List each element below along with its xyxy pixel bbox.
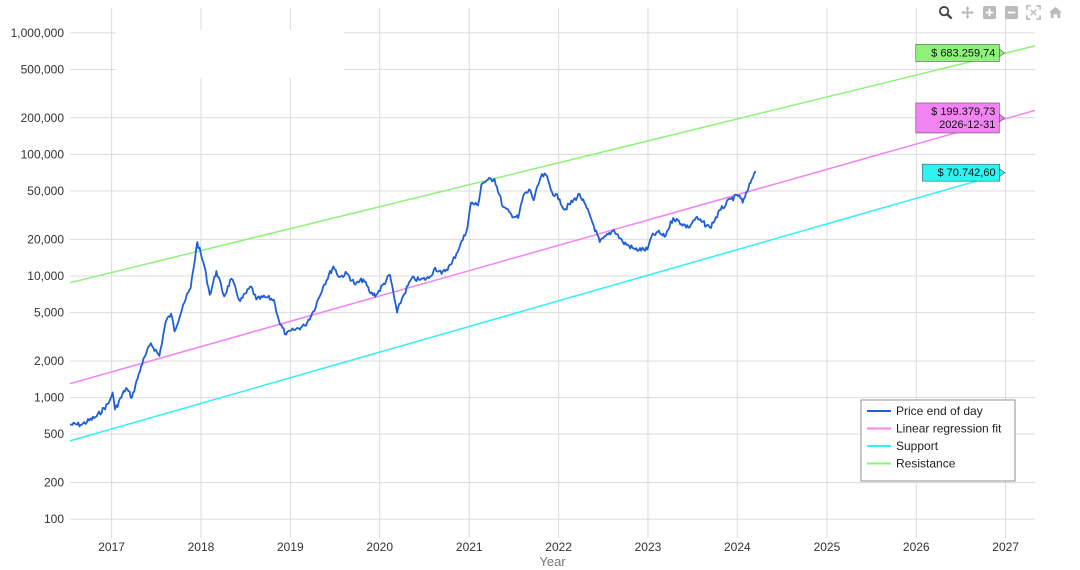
zoom-in-icon[interactable] [980, 3, 998, 21]
y-tick-label: 100,000 [21, 147, 65, 161]
x-tick-label: 2020 [366, 540, 393, 554]
x-tick-label: 2026 [903, 540, 930, 554]
legend-label: Linear regression fit [896, 422, 1002, 436]
legend-label: Support [896, 439, 939, 453]
series-linear-regression-fit [69, 109, 1036, 385]
reset-axes-icon[interactable] [1046, 3, 1064, 21]
support-target-callout: $ 70.742,60 [922, 163, 1006, 182]
axis-ticks: 100 200 500 1,000 2,000 5,000 10,000 20,000 50,0… [11, 26, 1020, 554]
x-tick-label: 2027 [992, 540, 1019, 554]
series-resistance [69, 45, 1036, 284]
x-tick-label: 2019 [277, 540, 304, 554]
callout-text: 2026-12-31 [939, 119, 995, 131]
y-tick-label: 500,000 [21, 62, 65, 76]
x-tick-label: 2025 [814, 540, 841, 554]
series-price-end-of-day [69, 170, 757, 428]
resistance-target-callout: $ 683.259,74 [915, 44, 1005, 62]
callout-text: $ 70.742,60 [937, 167, 995, 179]
y-tick-label: 1,000 [34, 391, 64, 405]
legend-label: Price end of day [896, 404, 983, 418]
y-tick-label: 200 [44, 476, 64, 490]
legend-box [860, 399, 1016, 482]
y-tick-label: 10,000 [27, 269, 64, 283]
y-tick-label: 50,000 [27, 184, 64, 198]
x-tick-label: 2021 [456, 540, 483, 554]
y-tick-label: 100 [44, 512, 64, 526]
legend-item[interactable]: Resistance [867, 457, 956, 471]
autoscale-icon[interactable] [1024, 3, 1042, 21]
zoom-icon[interactable] [936, 3, 954, 21]
legend-label: Resistance [896, 457, 956, 471]
legend-item[interactable]: Price end of day [867, 404, 983, 418]
y-tick-label: 1,000,000 [11, 26, 65, 40]
y-tick-label: 2,000 [34, 354, 64, 368]
series-lines [69, 45, 1036, 442]
legend-item[interactable]: Support [867, 439, 939, 453]
x-tick-label: 2017 [98, 540, 125, 554]
x-tick-label: 2024 [724, 540, 751, 554]
y-tick-label: 20,000 [27, 232, 64, 246]
callout-text: $ 199.379,73 [931, 106, 995, 118]
y-tick-label: 5,000 [34, 306, 64, 320]
legend-item[interactable]: Linear regression fit [867, 422, 1002, 436]
x-tick-label: 2023 [635, 540, 662, 554]
x-axis-title: Year [539, 554, 566, 569]
modebar [936, 3, 1064, 21]
y-tick-label: 500 [44, 427, 64, 441]
pan-icon[interactable] [958, 3, 976, 21]
legend[interactable]: Price end of day Linear regression fit Sup… [860, 399, 1016, 482]
placeholder-mask [116, 30, 344, 78]
series-support [69, 171, 1006, 442]
x-tick-label: 2018 [188, 540, 215, 554]
x-tick-label: 2022 [545, 540, 572, 554]
zoom-out-icon[interactable] [1002, 3, 1020, 21]
callout-text: $ 683.259,74 [931, 47, 995, 59]
y-tick-label: 200,000 [21, 111, 65, 125]
